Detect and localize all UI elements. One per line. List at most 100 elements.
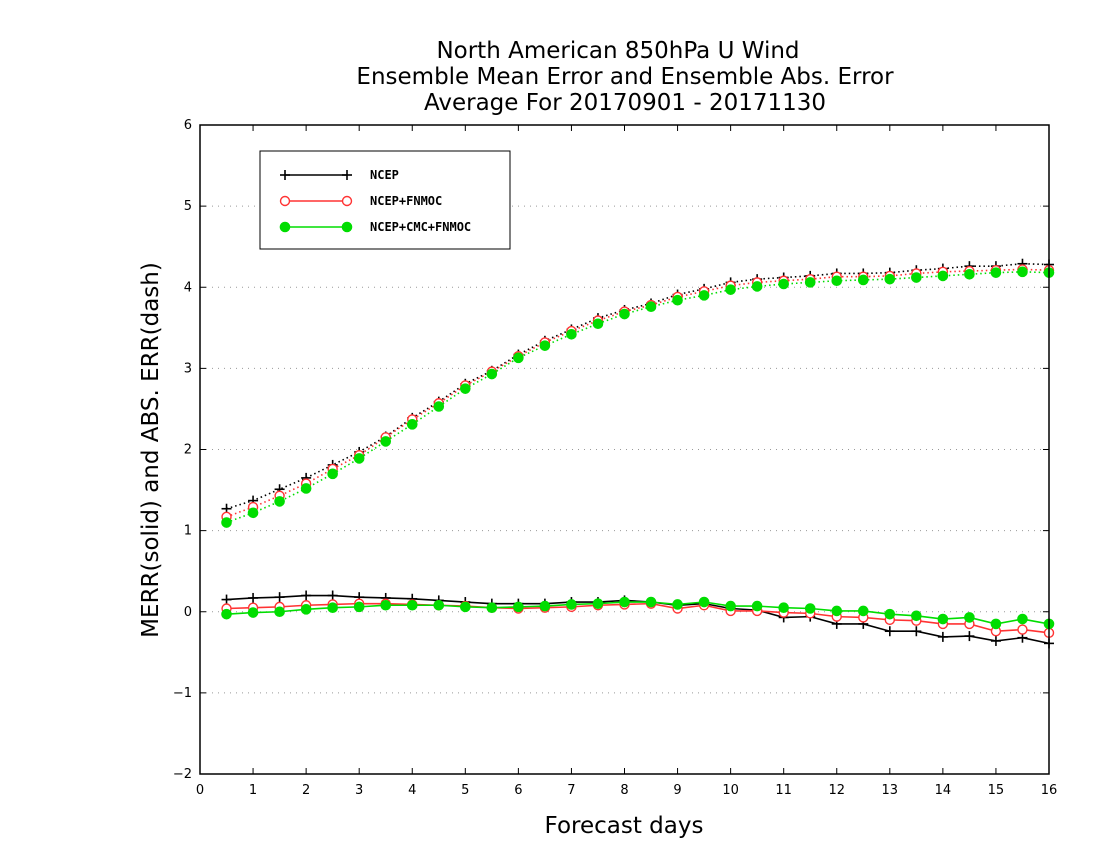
x-tick-label: 14 [935,783,952,798]
chart-title-line-1: North American 850hPa U Wind [436,38,799,64]
data-point-merr-ncep [884,626,895,637]
data-point-merr-ncep [248,592,259,603]
data-point-merr-ncep-cmc-fnmoc [884,608,896,620]
x-tick-label: 7 [567,783,575,798]
data-point-merr-ncep-cmc-fnmoc [1017,613,1028,625]
data-point-merr-ncep-cmc-fnmoc [539,600,551,612]
data-point-merr-ncep-cmc-fnmoc [831,605,843,617]
data-point-abs-err-ncep-cmc-fnmoc [645,301,657,313]
data-point-merr-ncep-fnmoc [1017,624,1028,635]
data-point-merr-ncep-cmc-fnmoc [353,601,365,613]
x-tick-label: 5 [461,783,469,798]
data-point-abs-err-ncep-cmc-fnmoc [672,294,683,306]
data-point-merr-ncep-cmc-fnmoc [937,613,949,625]
chart-title-line-3: Average For 20170901 - 20171130 [424,90,826,116]
legend-label-ncep: NCEP [370,168,399,182]
data-point-merr-ncep-cmc-fnmoc [592,598,604,609]
data-point-merr-ncep-cmc-fnmoc [380,599,392,611]
series-line-abs-err-ncep-cmc-fnmoc [226,271,1050,524]
x-tick-label: 16 [1041,783,1058,798]
data-point-merr-ncep [937,631,948,642]
data-point-merr-ncep-cmc-fnmoc [857,605,869,617]
data-point-merr-ncep [990,635,1001,646]
data-point-abs-err-ncep-cmc-fnmoc [964,268,975,280]
legend-marker-ncep [280,170,290,180]
data-point-abs-err-ncep-cmc-fnmoc [274,496,285,507]
y-tick-label: 2 [184,443,192,458]
data-point-merr-ncep-cmc-fnmoc [406,599,418,611]
data-point-abs-err-ncep-cmc-fnmoc [804,277,816,288]
data-point-merr-ncep-cmc-fnmoc [460,601,471,613]
legend-marker-ncep-fnmoc [341,195,353,207]
data-point-abs-err-ncep-cmc-fnmoc [247,507,259,519]
data-point-merr-ncep-cmc-fnmoc [433,599,445,611]
x-tick-label: 1 [249,783,257,798]
data-point-merr-ncep-cmc-fnmoc [990,618,1002,630]
data-point-abs-err-ncep-cmc-fnmoc [353,453,365,464]
y-tick-label: −1 [173,686,192,701]
data-point-abs-err-ncep-cmc-fnmoc [778,278,789,290]
x-tick-label: 9 [673,783,681,798]
data-point-abs-err-ncep-cmc-fnmoc [857,274,869,286]
data-point-abs-err-ncep-cmc-fnmoc [937,270,949,282]
data-point-merr-ncep-cmc-fnmoc [645,596,657,608]
data-point-abs-err-ncep-cmc-fnmoc [380,436,392,447]
y-axis-label: MERR(solid) and ABS. ERR(dash) [138,262,164,638]
data-point-merr-ncep-cmc-fnmoc [247,607,259,618]
x-tick-label: 8 [620,783,628,798]
data-point-merr-ncep-cmc-fnmoc [778,602,789,613]
data-point-abs-err-ncep-cmc-fnmoc [619,308,630,320]
data-point-merr-ncep-cmc-fnmoc [566,599,577,610]
data-point-abs-err-ncep-cmc-fnmoc [566,329,577,340]
data-point-abs-err-ncep-cmc-fnmoc [1017,266,1028,278]
data-point-abs-err-ncep-cmc-fnmoc [751,281,763,292]
y-axis-ticks: −2 −1 0 1 2 3 4 5 6 [173,118,1049,782]
data-point-merr-ncep [327,590,338,601]
legend-label-ncep-cmc-fnmoc: NCEP+CMC+FNMOC [370,220,471,234]
data-point-merr-ncep-cmc-fnmoc [221,608,232,620]
data-point-abs-err-ncep-cmc-fnmoc [513,352,524,364]
data-point-abs-err-ncep-cmc-fnmoc [486,368,498,380]
data-point-merr-ncep [911,626,922,637]
x-tick-label: 11 [775,783,792,798]
x-tick-label: 10 [722,783,739,798]
data-point-merr-ncep-cmc-fnmoc [698,596,710,608]
legend-box [259,150,511,250]
data-point-merr-ncep-cmc-fnmoc [619,596,630,608]
data-point-merr-ncep-cmc-fnmoc [672,599,683,610]
series-line-merr-ncep-cmc-fnmoc [226,601,1050,625]
series-line-merr-ncep-fnmoc [226,602,1050,634]
data-point-abs-err-ncep-cmc-fnmoc [831,275,843,287]
x-tick-label: 6 [514,783,522,798]
data-point-merr-ncep-cmc-fnmoc [725,600,736,612]
series-line-abs-err-ncep [226,262,1050,510]
data-point-abs-err-ncep-cmc-fnmoc [221,517,232,528]
legend-label-ncep-fnmoc: NCEP+FNMOC [370,194,442,208]
legend-marker-ncep-cmc-fnmoc [279,221,291,233]
x-tick-label: 13 [882,783,899,798]
y-tick-label: 1 [184,524,192,539]
data-point-abs-err-ncep-cmc-fnmoc [406,419,418,430]
x-tick-label: 3 [355,783,363,798]
data-point-merr-ncep-cmc-fnmoc [911,610,922,622]
y-tick-label: 0 [184,605,192,620]
chart-title-line-2: Ensemble Mean Error and Ensemble Abs. Er… [356,64,894,90]
data-point-abs-err-ncep-cmc-fnmoc [327,468,338,480]
data-point-abs-err-ncep-cmc-fnmoc [990,267,1002,278]
data-point-merr-ncep-cmc-fnmoc [486,602,498,613]
x-tick-label: 15 [988,783,1005,798]
x-tick-label: 0 [196,783,204,798]
legend-marker-ncep-cmc-fnmoc [341,221,353,233]
data-point-merr-ncep-cmc-fnmoc [274,606,285,618]
x-axis-ticks: 0 1 2 3 4 5 6 7 8 9 10 11 12 13 14 15 16 [196,125,1057,798]
y-tick-label: 3 [184,361,192,376]
data-point-merr-ncep [964,631,975,642]
y-tick-label: 5 [184,199,192,214]
data-point-merr-ncep-cmc-fnmoc [327,602,338,613]
y-tick-label: −2 [173,767,192,782]
y-tick-label: 4 [184,280,192,295]
data-point-abs-err-ncep-cmc-fnmoc [433,401,445,412]
data-point-merr-ncep-cmc-fnmoc [804,603,816,614]
data-point-abs-err-ncep-cmc-fnmoc [592,318,604,330]
